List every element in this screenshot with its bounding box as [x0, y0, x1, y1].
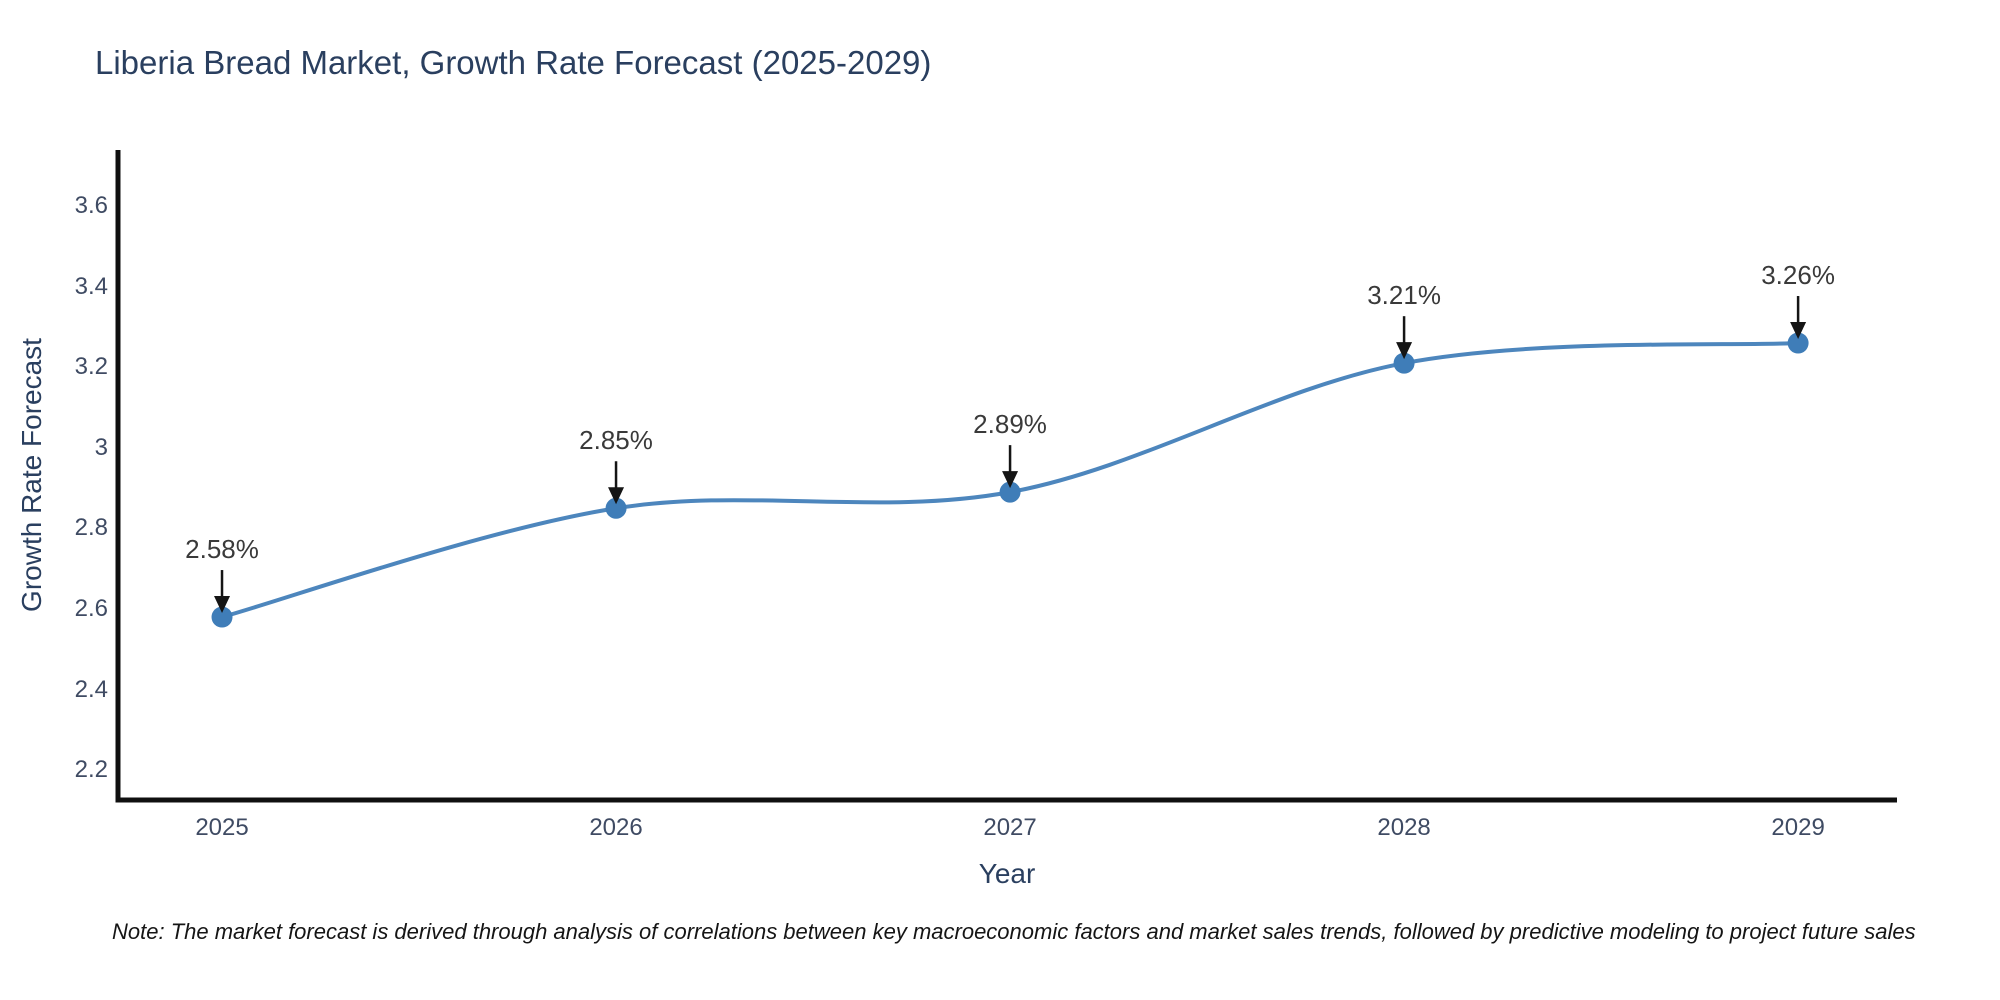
- data-point: [1787, 332, 1809, 354]
- y-tick-label: 3: [94, 433, 108, 461]
- data-point: [605, 497, 627, 519]
- data-point: [1393, 352, 1415, 374]
- y-tick-label: 3.6: [74, 192, 108, 219]
- data-point: [999, 481, 1021, 503]
- annotation-arrowhead-icon: [214, 596, 231, 614]
- data-point-label: 3.26%: [1761, 260, 1835, 291]
- data-point-label: 2.85%: [579, 425, 653, 456]
- x-tick-label: 2029: [1771, 814, 1825, 841]
- footnote: Note: The market forecast is derived thr…: [112, 919, 1916, 944]
- data-point-label: 2.89%: [973, 409, 1047, 440]
- x-tick-label: 2028: [1377, 814, 1431, 841]
- y-tick-label: 2.8: [74, 514, 108, 542]
- data-point: [211, 606, 233, 628]
- x-axis-title: Year: [978, 858, 1036, 889]
- y-tick-label: 3.4: [74, 272, 108, 300]
- data-point-label: 3.21%: [1367, 280, 1441, 311]
- annotation-arrowhead-icon: [1396, 342, 1413, 360]
- annotation-arrowhead-icon: [1790, 322, 1807, 340]
- data-point-label: 2.58%: [185, 534, 259, 565]
- x-tick-label: 2027: [983, 814, 1037, 841]
- x-tick-label: 2026: [589, 814, 643, 841]
- chart-title: Liberia Bread Market, Growth Rate Foreca…: [95, 44, 932, 81]
- y-tick-label: 2.4: [74, 675, 108, 703]
- annotation-arrowhead-icon: [608, 487, 625, 505]
- y-tick-label: 2.2: [74, 756, 108, 784]
- y-tick-label: 2.6: [74, 594, 108, 622]
- y-tick-label: 3.2: [74, 353, 108, 381]
- annotation-arrowhead-icon: [1002, 471, 1019, 489]
- y-axis-title: Growth Rate Forecast: [16, 338, 47, 612]
- x-tick-label: 2025: [195, 814, 249, 841]
